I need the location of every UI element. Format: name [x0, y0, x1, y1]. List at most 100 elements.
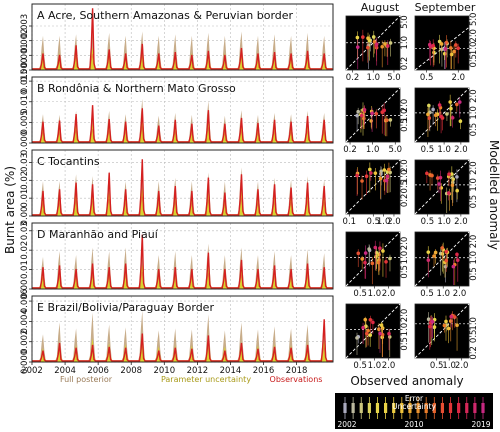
panel-border — [31, 3, 334, 71]
x-tick-label: 2010 — [153, 366, 175, 376]
data-point — [444, 258, 449, 263]
x-tick-label: 1.0 — [368, 361, 382, 371]
data-point — [387, 331, 391, 336]
data-point — [367, 247, 371, 251]
x-tick-label: 2014 — [220, 366, 242, 376]
x-tick-label: 2.0 — [382, 289, 396, 299]
colorbar-uncertainty-bar — [408, 403, 412, 413]
scatter-2-september: 0.5 1.0 2.00.51.02.0 — [414, 87, 479, 155]
data-point — [355, 45, 360, 49]
scatter-5-september: 0.51.02.00.20.51.0 — [414, 303, 479, 371]
panel-frame — [31, 222, 334, 290]
x-tick-label: 2012 — [187, 366, 209, 376]
colorbar-uncertainty-bar — [400, 403, 404, 413]
data-point — [361, 325, 365, 330]
data-point — [451, 264, 456, 269]
data-point — [364, 331, 369, 336]
y-axis-label: Burnt area (%) — [3, 166, 17, 254]
y-tick-label: 0.5 — [400, 180, 410, 194]
data-point — [368, 167, 372, 172]
y-tick-label: 0.02 — [20, 241, 30, 260]
data-point — [446, 326, 451, 331]
data-point — [440, 246, 445, 250]
data-point — [439, 114, 443, 119]
y-tick-label: 0.015 — [20, 69, 30, 93]
y-tick-label: 0.5 — [469, 330, 479, 344]
data-point — [355, 336, 359, 340]
colorbar-uncertainty-bar — [448, 403, 453, 413]
one-to-one-line — [414, 26, 470, 71]
y-tick-label: 0.000 — [20, 131, 30, 155]
data-point — [426, 258, 431, 262]
panel-frame — [31, 3, 334, 71]
one-to-one-line — [345, 87, 401, 143]
data-point — [448, 319, 453, 323]
data-point — [363, 260, 367, 265]
y-tick-label: 5.0 — [400, 15, 410, 29]
y-tick-label: 0.03 — [20, 221, 30, 240]
data-point — [439, 42, 444, 46]
data-point — [444, 249, 449, 254]
y-tick-label: 0.006 — [20, 289, 30, 313]
y-tick-label: 0.01 — [20, 189, 30, 208]
colorbar-uncertainty-bar — [473, 403, 477, 413]
y-tick-label: 0.002 — [20, 330, 30, 354]
data-point — [379, 169, 383, 174]
panel-title-group: D Maranhão and Piauí — [37, 228, 159, 241]
x-tick-label: 2.0 — [454, 217, 468, 227]
x-tick-label: 2.0 — [454, 145, 468, 155]
x-axis: 2002 2004 2006 2008 2010 2012 2014 2016 2018 — [21, 362, 307, 376]
panel-title: A Acre, Southern Amazonas & Peruvian bor… — [37, 9, 294, 22]
x-tick-label: 2.0 — [453, 289, 467, 299]
y-tick-label: 0.2 — [400, 194, 410, 208]
data-point — [360, 257, 364, 261]
data-point — [427, 103, 431, 108]
data-point — [450, 183, 455, 188]
data-point — [426, 250, 431, 254]
data-point — [364, 174, 369, 179]
y-tick-label: 2.0 — [469, 29, 479, 43]
y-tick-label: 0.003 — [20, 14, 30, 38]
x-tick-label: 1.0 — [366, 145, 380, 155]
colorbar-end-label: 2019 — [471, 420, 490, 429]
colorbar: Error Uncertainty 2002 2010 2019 — [335, 393, 493, 429]
x-tick-label: 1.0 — [437, 145, 451, 155]
x-tick-label: 0.5 — [421, 217, 435, 227]
data-point — [455, 175, 459, 179]
scatter-y-label: Modelled anomaly — [487, 140, 500, 250]
data-point — [430, 173, 434, 178]
data-point — [435, 176, 440, 180]
one-to-one-line — [345, 303, 401, 359]
data-point — [433, 113, 438, 118]
data-point — [366, 328, 370, 333]
data-point — [361, 35, 365, 39]
x-tick-label: 1.0 — [437, 217, 451, 227]
colorbar-uncertainty-bar — [343, 403, 347, 413]
x-tick-label: 2008 — [120, 366, 142, 376]
y-tick-label: 1.0 — [400, 323, 410, 337]
x-tick-label: 1.0 — [377, 217, 391, 227]
y-tick-label: 0.5 — [400, 265, 410, 279]
y-tick-label: 2.0 — [400, 309, 410, 323]
colorbar-uncertainty-bar — [367, 403, 371, 413]
legend-observations: Observations — [270, 375, 323, 384]
data-point — [366, 36, 370, 41]
x-tick-label: 2.0 — [387, 217, 401, 227]
y-tick-label: 0.03 — [20, 153, 30, 172]
y-tick-label: 0.00 — [20, 280, 30, 299]
data-point — [427, 324, 432, 329]
y-tick-label: 1.0 — [469, 42, 479, 56]
x-tick-label: 2002 — [21, 366, 43, 376]
data-point — [452, 315, 457, 319]
data-point — [444, 319, 448, 324]
data-point — [382, 168, 387, 172]
panel-4: 0.000.010.020.03 D Maranhão and Piauí — [20, 221, 334, 299]
y-tick-label: 2.0 — [400, 237, 410, 251]
series-observations — [32, 105, 333, 143]
panel-border — [31, 149, 334, 217]
colorbar-uncertainty-label: Uncertainty — [392, 402, 436, 411]
scatter-5-august: 0.5 1.0 2.00.51.02.0 — [345, 303, 410, 371]
colorbar-uncertainty-bar — [351, 403, 355, 413]
y-tick-label: 1.0 — [469, 178, 479, 192]
